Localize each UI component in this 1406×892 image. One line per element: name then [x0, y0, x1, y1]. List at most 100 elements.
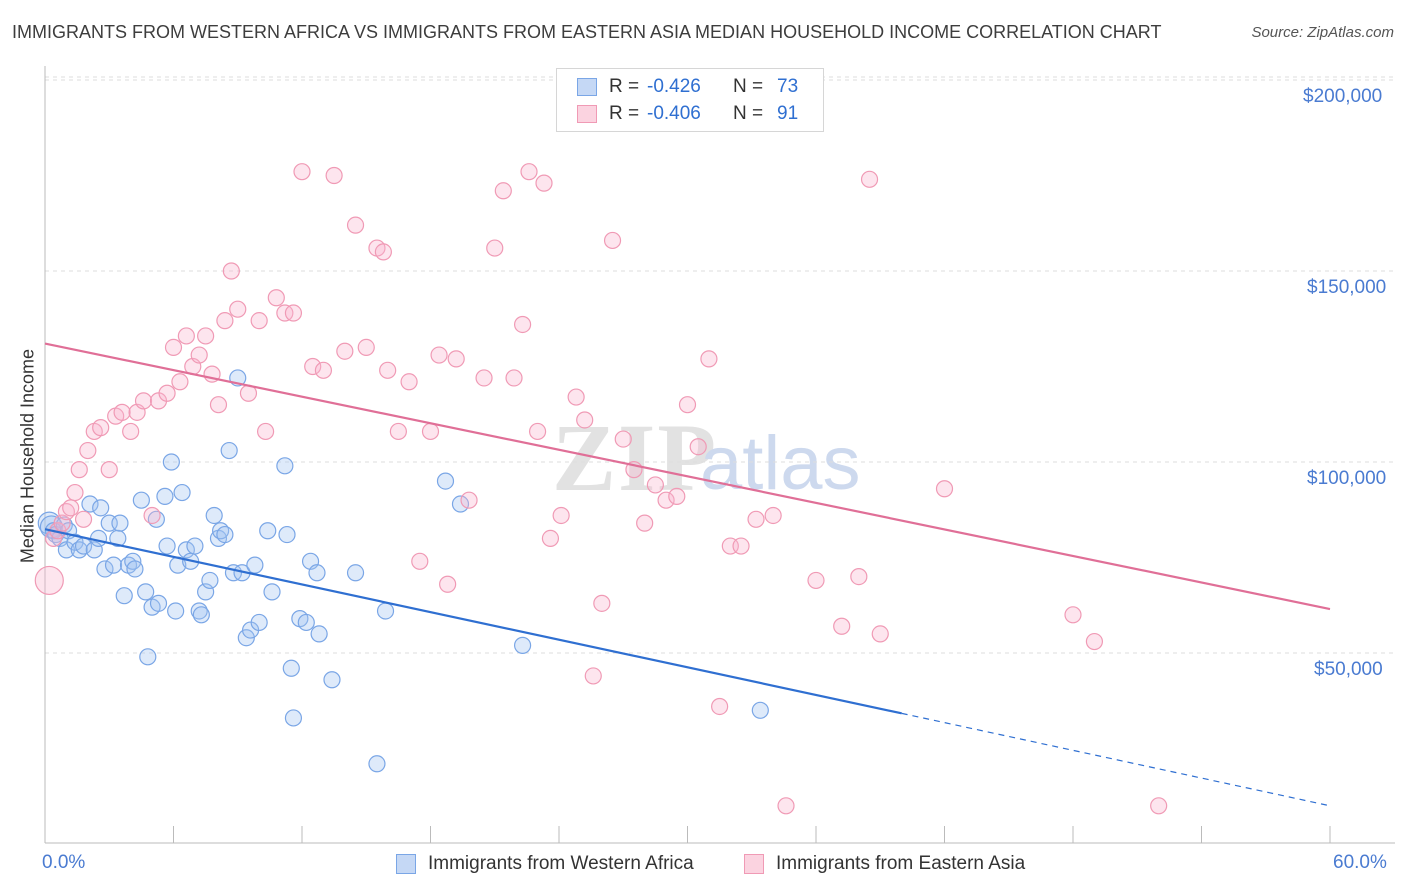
stats-row-eastern-asia: R = -0.406 N = 91: [577, 101, 798, 127]
data-point-eastern-asia: [34, 565, 64, 596]
r-label: R =: [609, 76, 640, 97]
data-point-western-africa: [751, 701, 769, 719]
data-point-western-africa: [276, 457, 294, 475]
data-point-western-africa: [81, 495, 99, 513]
data-point-eastern-asia: [357, 338, 375, 356]
data-point-western-africa: [284, 709, 303, 727]
data-point-eastern-asia: [475, 369, 493, 387]
data-point-eastern-asia: [447, 350, 465, 368]
stats-swatch-western-africa: [577, 78, 597, 96]
source-label: Source: ZipAtlas.com: [1251, 24, 1394, 41]
data-point-eastern-asia: [62, 499, 80, 517]
data-point-western-africa: [149, 594, 168, 612]
data-point-western-africa: [137, 583, 155, 601]
data-point-western-africa: [126, 560, 144, 578]
data-point-eastern-asia: [603, 231, 622, 250]
data-point-eastern-asia: [421, 422, 440, 441]
stats-row-western-africa: R = -0.426 N = 73: [577, 74, 798, 100]
data-point-western-africa: [513, 636, 532, 654]
data-point-eastern-asia: [158, 384, 176, 402]
data-point-eastern-asia: [256, 422, 275, 441]
legend-item-western-africa[interactable]: Immigrants from Western Africa: [396, 852, 694, 876]
y-axis-label: Median Household Income: [17, 348, 38, 564]
legend-label-western-africa: Immigrants from Western Africa: [428, 853, 694, 874]
data-point-eastern-asia: [711, 697, 729, 716]
y-tick-label: $50,000: [1314, 659, 1383, 680]
data-point-western-africa: [259, 522, 277, 540]
data-point-eastern-asia: [379, 361, 397, 379]
data-point-western-africa: [167, 602, 185, 620]
data-point-western-africa: [368, 755, 386, 773]
r-label: R =: [609, 103, 640, 124]
data-point-western-africa: [216, 525, 234, 544]
data-point-eastern-asia: [400, 373, 418, 391]
data-point-western-africa: [310, 625, 328, 643]
data-point-eastern-asia: [336, 342, 354, 360]
data-point-eastern-asia: [657, 491, 675, 509]
data-point-western-africa: [115, 587, 133, 605]
data-point-eastern-asia: [439, 575, 457, 593]
legend-label-eastern-asia: Immigrants from Eastern Asia: [776, 853, 1026, 874]
data-point-eastern-asia: [70, 461, 88, 479]
data-point-western-africa: [250, 613, 268, 632]
data-point-eastern-asia: [113, 403, 131, 421]
data-point-eastern-asia: [593, 594, 611, 612]
y-tick-label: $200,000: [1303, 86, 1383, 107]
data-point-eastern-asia: [267, 289, 285, 307]
data-point-eastern-asia: [325, 166, 343, 185]
data-point-western-africa: [162, 453, 180, 471]
data-point-eastern-asia: [871, 625, 889, 643]
data-point-eastern-asia: [505, 369, 523, 387]
data-point-eastern-asia: [222, 262, 240, 280]
data-point-eastern-asia: [636, 514, 654, 532]
data-point-eastern-asia: [134, 392, 153, 410]
n-label: N =: [733, 76, 764, 97]
data-point-eastern-asia: [346, 216, 365, 234]
data-point-western-africa: [436, 472, 455, 490]
data-point-eastern-asia: [552, 506, 570, 525]
data-point-western-africa: [104, 556, 123, 574]
data-point-eastern-asia: [535, 174, 553, 192]
r-value: -0.406: [647, 103, 701, 124]
data-point-eastern-asia: [935, 480, 954, 498]
data-point-eastern-asia: [541, 529, 560, 548]
data-point-eastern-asia: [777, 797, 795, 815]
legend-swatch-eastern-asia: [744, 854, 764, 874]
data-point-eastern-asia: [1085, 632, 1104, 651]
data-point-western-africa: [89, 529, 108, 548]
y-tick-label: $100,000: [1307, 468, 1387, 489]
data-point-eastern-asia: [304, 357, 322, 376]
trend-line-western-africa: [44, 528, 902, 715]
x-tick-label: 0.0%: [42, 852, 86, 873]
data-point-western-africa: [451, 495, 470, 513]
data-point-eastern-asia: [284, 304, 303, 322]
data-point-eastern-asia: [646, 476, 664, 494]
data-point-eastern-asia: [584, 667, 602, 685]
data-point-eastern-asia: [689, 438, 707, 456]
data-point-eastern-asia: [807, 571, 825, 590]
chart-title: IMMIGRANTS FROM WESTERN AFRICA VS IMMIGR…: [12, 22, 1162, 42]
legend-item-eastern-asia[interactable]: Immigrants from Eastern Asia: [744, 852, 1025, 876]
n-value: 91: [777, 103, 799, 124]
data-point-western-africa: [323, 671, 341, 689]
data-point-eastern-asia: [250, 312, 268, 330]
data-point-eastern-asia: [100, 461, 118, 479]
data-point-eastern-asia: [833, 617, 851, 635]
stats-box: R = -0.426 N = 73 R = -0.406 N = 91: [556, 68, 824, 132]
data-point-eastern-asia: [190, 346, 208, 364]
data-point-western-africa: [186, 537, 204, 555]
data-point-western-africa: [192, 606, 210, 624]
data-point-western-africa: [173, 483, 191, 502]
data-point-western-africa: [205, 506, 223, 525]
data-point-western-africa: [139, 648, 157, 666]
data-point-western-africa: [246, 556, 264, 574]
data-point-eastern-asia: [79, 441, 97, 460]
data-point-eastern-asia: [1150, 797, 1168, 815]
trend-line-eastern-asia: [44, 342, 1331, 611]
data-point-eastern-asia: [860, 170, 879, 188]
n-label: N =: [733, 103, 764, 124]
data-point-western-africa: [278, 525, 296, 544]
data-point-eastern-asia: [614, 430, 632, 448]
data-point-eastern-asia: [567, 388, 585, 406]
